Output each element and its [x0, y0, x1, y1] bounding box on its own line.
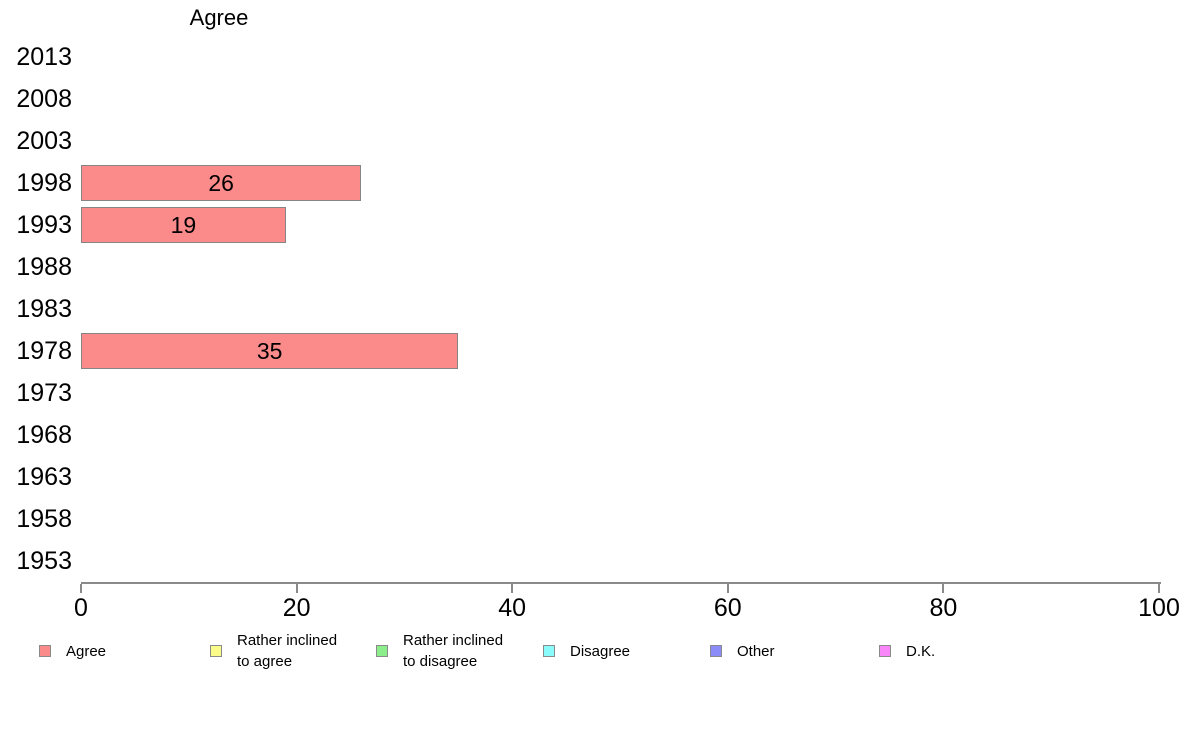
legend-swatch [879, 645, 891, 657]
legend-label-line: Rather inclined [237, 632, 338, 649]
y-axis-label: 1958 [16, 505, 72, 533]
y-axis-label: 1998 [16, 169, 72, 197]
legend-item-label: Rather inclined to agree [237, 630, 337, 672]
x-axis-tick-label: 0 [74, 594, 88, 622]
legend-swatch [376, 645, 388, 657]
legend-swatch [39, 645, 51, 657]
bar-value-label: 26 [208, 170, 234, 196]
x-axis-tick-label: 60 [713, 594, 742, 622]
legend-item: Rather inclined to disagree [376, 626, 503, 676]
legend-item: D.K. [879, 626, 935, 676]
y-axis-label: 2008 [16, 85, 72, 113]
legend-label-line: D.K. [906, 642, 936, 660]
x-axis-tick-label: 100 [1138, 594, 1180, 622]
legend-item: Disagree [543, 626, 630, 676]
legend-swatch [710, 645, 722, 657]
y-axis-label: 1953 [16, 547, 72, 575]
x-axis-tick [511, 584, 514, 593]
legend-label-line: to disagree [403, 653, 478, 670]
bar: 35 [81, 333, 459, 369]
legend-item-label: Other [737, 641, 775, 662]
x-axis-tick [942, 584, 945, 593]
x-axis-tick-label: 80 [929, 594, 958, 622]
legend-label-line: Agree [66, 642, 107, 660]
y-axis-label: 1973 [16, 379, 72, 407]
y-axis-label: 2003 [16, 127, 72, 155]
legend-swatch [210, 645, 222, 657]
bar-value-label: 35 [256, 338, 283, 364]
legend-item-label: Disagree [570, 641, 630, 662]
y-axis-label: 2013 [16, 43, 72, 71]
legend-label-line: Disagree [570, 642, 631, 660]
bar: 26 [81, 165, 362, 201]
legend: Agree Rather inclined to agree Rather incli… [0, 626, 1188, 676]
x-axis-tick [295, 584, 298, 593]
y-axis-label: 1978 [16, 337, 72, 365]
legend-item: Agree [39, 626, 106, 676]
bar-value-label: 19 [170, 212, 197, 238]
x-axis-tick-label: 20 [282, 594, 311, 622]
legend-item-label: Agree [66, 641, 106, 662]
x-axis-tick [80, 584, 82, 593]
chart-title: Agree [189, 5, 249, 30]
legend-item-label: D.K. [906, 641, 935, 662]
legend-label-line: Rather inclined [403, 632, 504, 649]
legend-swatch [543, 645, 555, 657]
legend-label-line: to agree [237, 653, 293, 670]
x-axis-line [81, 582, 1161, 584]
x-axis-tick [726, 584, 729, 593]
x-axis-tick [1158, 584, 1160, 593]
y-axis-label: 1963 [16, 463, 72, 491]
legend-label-line: Other [737, 642, 775, 660]
y-axis-label: 1988 [16, 253, 72, 281]
y-axis-label: 1993 [16, 211, 72, 239]
legend-item: Other [710, 626, 775, 676]
legend-item-label: Rather inclined to disagree [403, 630, 503, 672]
x-axis-tick-label: 40 [498, 594, 527, 622]
bar: 19 [81, 207, 286, 243]
legend-item: Rather inclined to agree [210, 626, 337, 676]
y-axis-label: 1968 [16, 421, 72, 449]
y-axis-label: 1983 [16, 295, 72, 323]
